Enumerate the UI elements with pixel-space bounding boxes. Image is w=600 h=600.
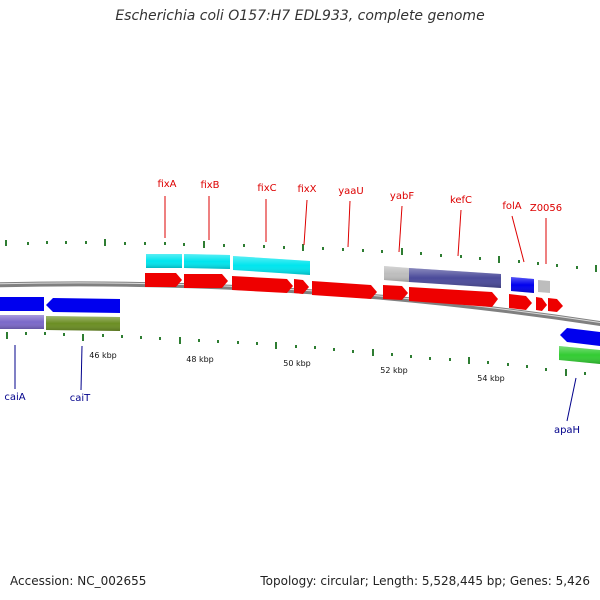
scale-label: 52 kbp xyxy=(380,366,408,375)
gene-label-fixa: fixA xyxy=(157,179,176,190)
gene-label-fixx: fixX xyxy=(297,184,316,195)
inner-ticks xyxy=(6,332,586,376)
gene-label-fixc: fixC xyxy=(257,183,276,194)
gene-arrow xyxy=(145,273,182,287)
gene-arrow xyxy=(46,298,120,313)
gene-arrow xyxy=(548,298,563,312)
gene-label-z0056: Z0056 xyxy=(530,203,562,214)
gene-arrow xyxy=(232,276,293,293)
forward-gene-track xyxy=(145,273,563,312)
scale-label: 48 kbp xyxy=(186,355,214,364)
genome-summary-text: Topology: circular; Length: 5,528,445 bp… xyxy=(260,574,590,588)
forward-gene-labels: fixA fixB fixC fixX yaaU yabF kefC folA … xyxy=(157,179,562,264)
gene-arrow xyxy=(536,297,547,311)
gene-arrow xyxy=(509,294,532,310)
gene-arrow xyxy=(560,328,600,346)
gene-arrow xyxy=(312,281,377,299)
gene-label-yabf: yabF xyxy=(390,191,414,202)
reverse-category-track xyxy=(0,315,600,364)
gene-arrow xyxy=(294,279,309,294)
gene-label-yaau: yaaU xyxy=(338,186,364,197)
gene-label-caia: caiA xyxy=(4,392,25,403)
reverse-gene-track xyxy=(0,297,600,346)
accession-text: Accession: NC_002655 xyxy=(10,574,147,588)
gene-arrow xyxy=(409,287,498,307)
gene-arrow xyxy=(0,297,44,311)
gene-label-cait: caiT xyxy=(70,393,91,404)
map-title: Escherichia coli O157:H7 EDL933, complet… xyxy=(115,8,485,24)
scale-label: 46 kbp xyxy=(89,351,117,360)
gene-arrow xyxy=(383,285,408,300)
gene-label-kefc: kefC xyxy=(450,195,472,206)
scale-label: 50 kbp xyxy=(283,359,311,368)
scale-labels: 46 kbp 48 kbp 50 kbp 52 kbp 54 kbp xyxy=(89,351,505,383)
gene-block xyxy=(538,280,550,293)
gene-label-fola: folA xyxy=(502,201,521,212)
forward-category-track xyxy=(146,254,550,293)
reverse-gene-labels: caiA caiT apaH xyxy=(4,345,580,436)
scale-label: 54 kbp xyxy=(477,374,505,383)
gene-label-fixb: fixB xyxy=(200,180,219,191)
outer-ticks xyxy=(5,239,597,272)
gene-label-apah: apaH xyxy=(554,425,580,436)
gene-arrow xyxy=(184,274,228,288)
